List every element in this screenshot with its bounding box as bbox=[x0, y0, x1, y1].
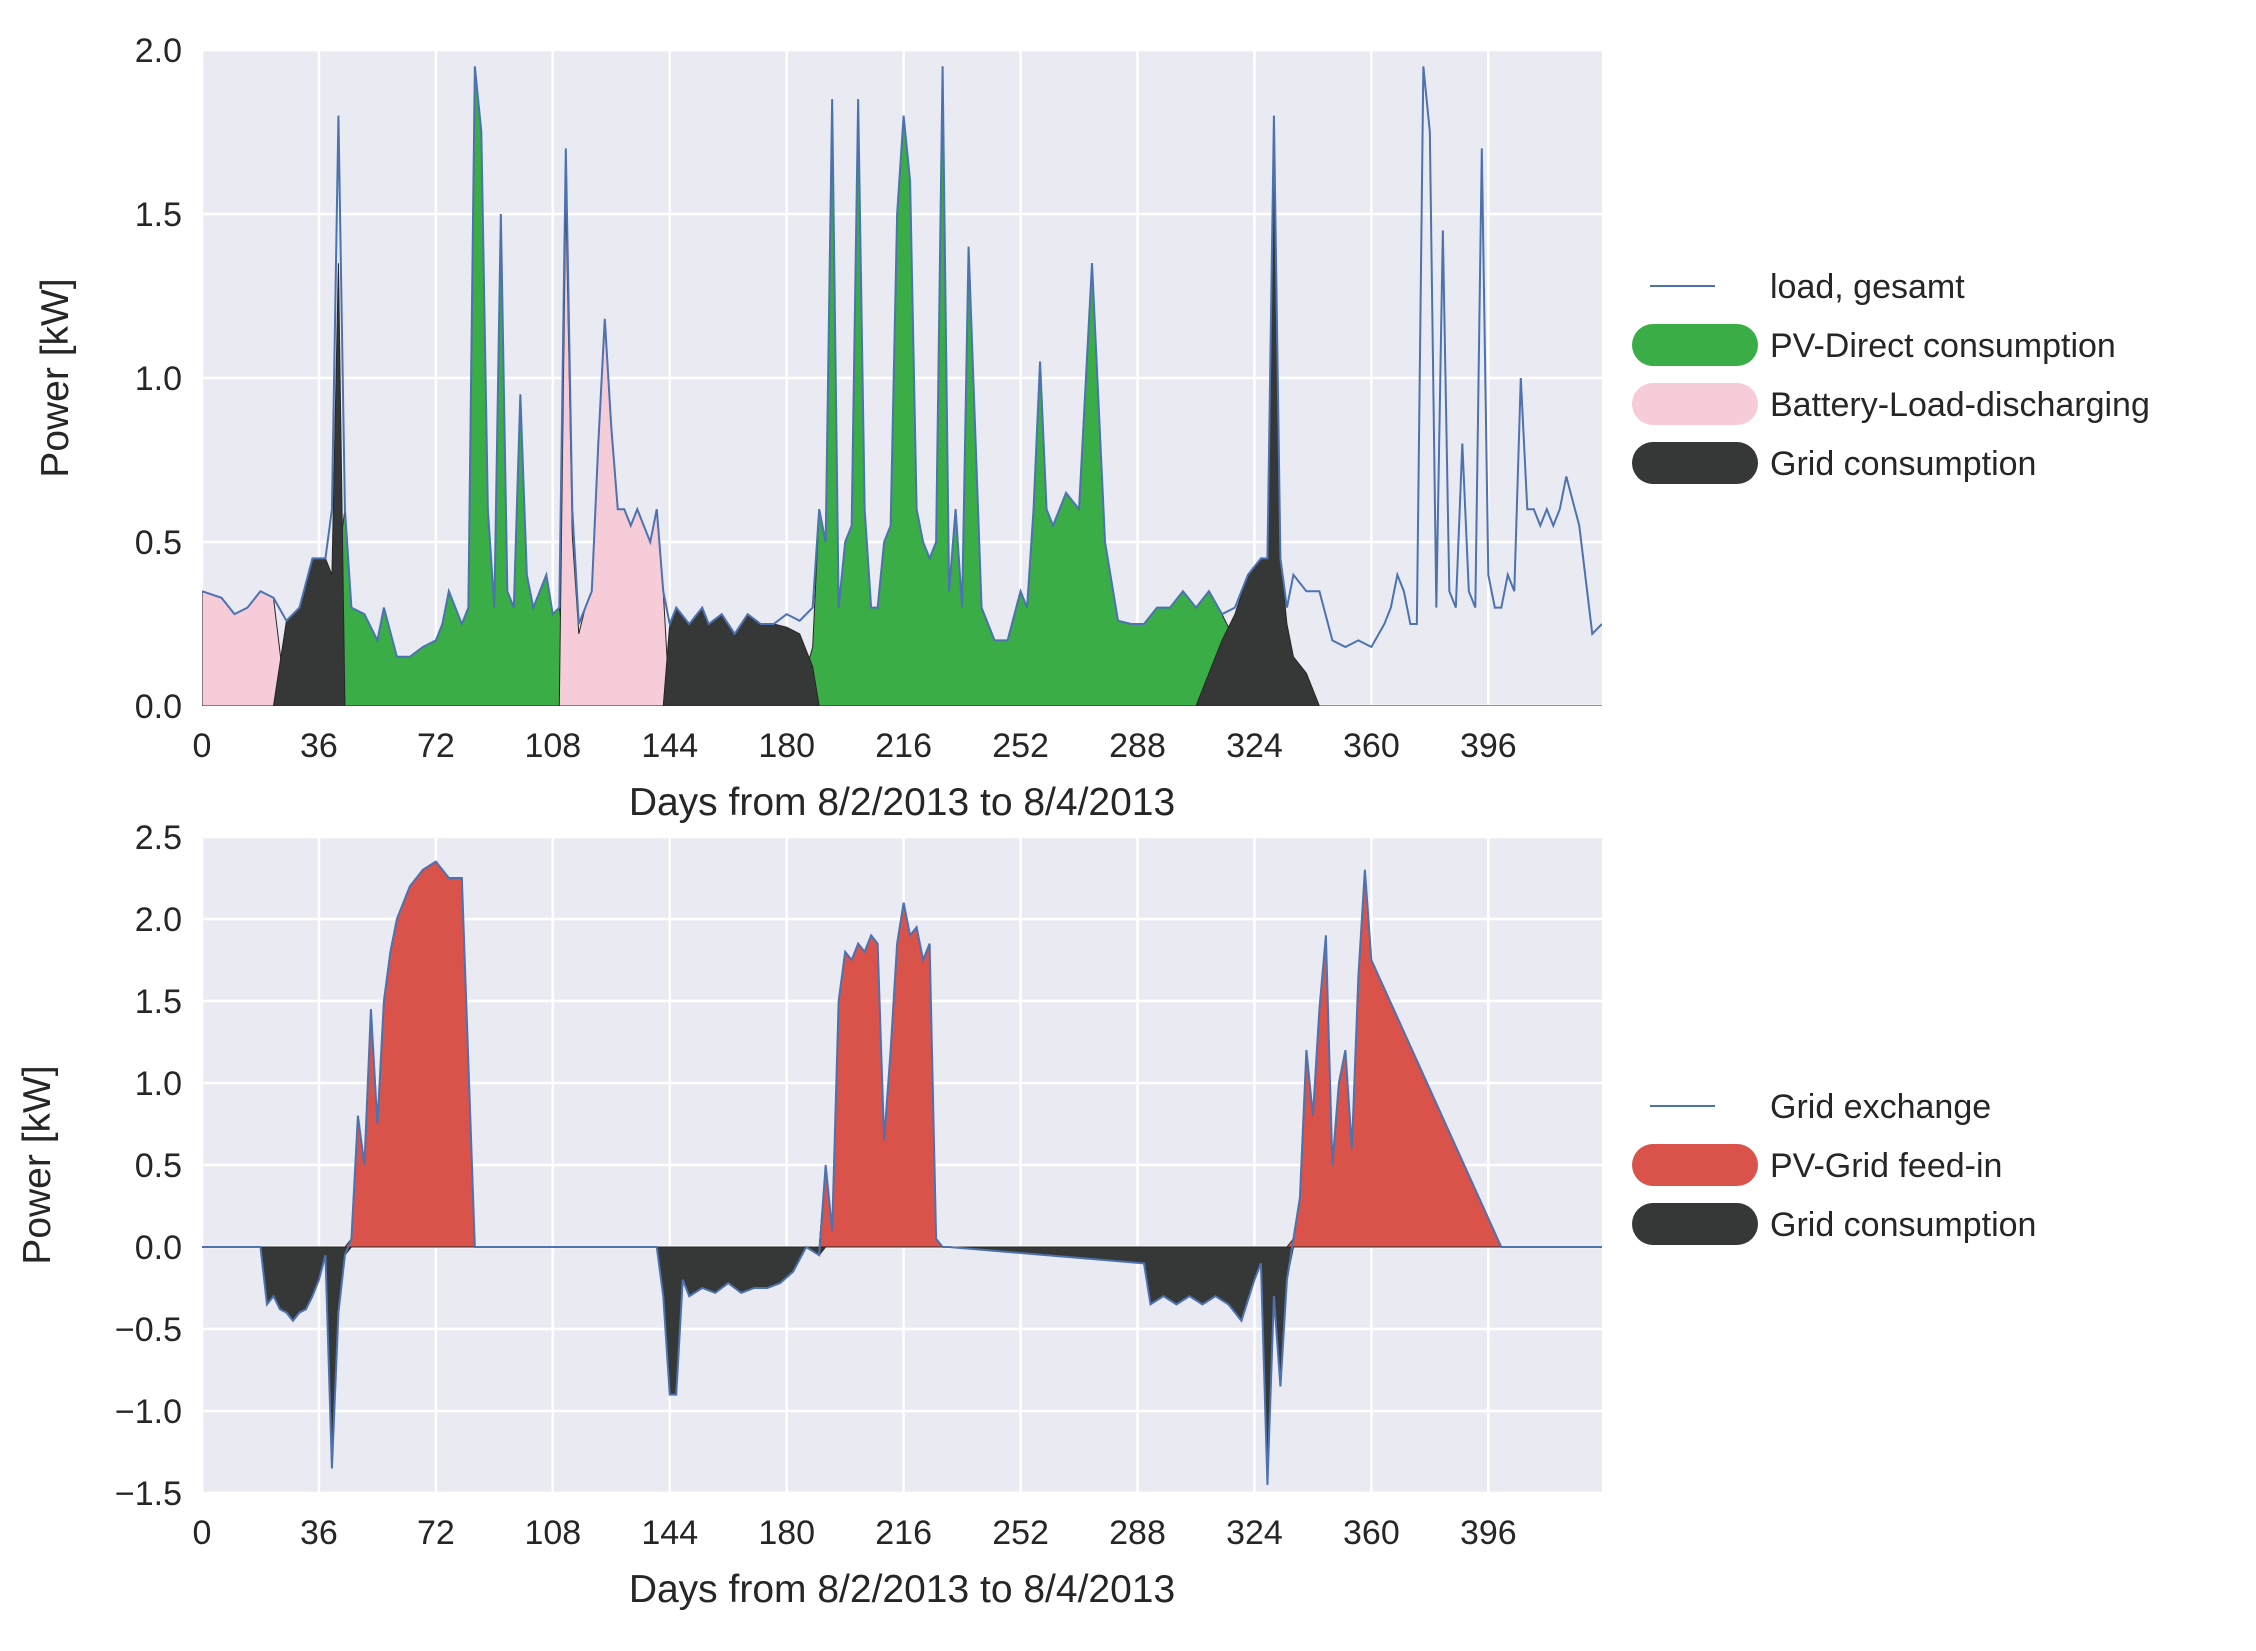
y-tick-label: 2.5 bbox=[135, 819, 182, 857]
legend-swatch bbox=[1632, 1144, 1758, 1186]
y-tick-label: 0.0 bbox=[135, 688, 182, 726]
legend-label: PV-Grid feed-in bbox=[1770, 1147, 2002, 1185]
legend-label: PV-Direct consumption bbox=[1770, 327, 2116, 365]
legend-swatch bbox=[1632, 1203, 1758, 1245]
legend-swatch bbox=[1632, 383, 1758, 425]
x-tick-label: 396 bbox=[1460, 1514, 1517, 1552]
x-tick-label: 36 bbox=[300, 1514, 338, 1552]
x-tick-label: 252 bbox=[992, 727, 1049, 765]
y-tick-label: 2.0 bbox=[135, 901, 182, 939]
y-tick-label: −1.0 bbox=[115, 1393, 182, 1431]
x-tick-label: 360 bbox=[1343, 1514, 1400, 1552]
x-tick-label: 108 bbox=[524, 1514, 581, 1552]
y-tick-label: 1.0 bbox=[135, 360, 182, 398]
x-tick-label: 72 bbox=[417, 1514, 455, 1552]
y-axis-label: Power [kW] bbox=[34, 278, 77, 477]
area-grid-consumption bbox=[202, 131, 1602, 706]
x-tick-label: 216 bbox=[875, 727, 932, 765]
legend: load, gesamt PV-Direct consumption Battery… bbox=[1632, 268, 2150, 484]
x-tick-label: 108 bbox=[524, 727, 581, 765]
legend-swatch bbox=[1632, 324, 1758, 366]
x-tick-label: 360 bbox=[1343, 727, 1400, 765]
x-tick-label: 144 bbox=[641, 727, 698, 765]
legend-label: Grid consumption bbox=[1770, 1206, 2036, 1244]
legend-swatch bbox=[1632, 442, 1758, 484]
y-tick-label: −0.5 bbox=[115, 1311, 182, 1349]
y-tick-label: 1.5 bbox=[135, 983, 182, 1021]
line-load-gesamt bbox=[202, 66, 1602, 658]
legend-label: Battery-Load-discharging bbox=[1770, 386, 2150, 424]
legend-label: Grid exchange bbox=[1770, 1088, 1991, 1126]
x-tick-label: 0 bbox=[193, 727, 212, 765]
x-tick-label: 324 bbox=[1226, 1514, 1283, 1552]
y-tick-label: −1.5 bbox=[115, 1475, 182, 1513]
x-tick-label: 72 bbox=[417, 727, 455, 765]
x-tick-label: 252 bbox=[992, 1514, 1049, 1552]
legend-label: load, gesamt bbox=[1770, 268, 1965, 306]
y-tick-label: 1.5 bbox=[135, 196, 182, 234]
x-tick-label: 216 bbox=[875, 1514, 932, 1552]
y-tick-label: 0.5 bbox=[135, 1147, 182, 1185]
x-tick-label: 396 bbox=[1460, 727, 1517, 765]
y-tick-label: 1.0 bbox=[135, 1065, 182, 1103]
y-tick-label: 2.0 bbox=[135, 32, 182, 70]
y-axis-label: Power [kW] bbox=[16, 1065, 59, 1264]
legend-label: Grid consumption bbox=[1770, 445, 2036, 483]
x-tick-label: 288 bbox=[1109, 1514, 1166, 1552]
legend: Grid exchange PV-Grid feed-in Grid consump… bbox=[1632, 1088, 2036, 1245]
x-tick-label: 0 bbox=[193, 1514, 212, 1552]
y-tick-label: 0.0 bbox=[135, 1229, 182, 1267]
x-tick-label: 180 bbox=[758, 727, 815, 765]
top-power-chart: 0 36 72 108 144 180 216 252 288 324 360 396 0.0 0.5 1.… bbox=[34, 32, 2150, 824]
x-axis-label: Days from 8/2/2013 to 8/4/2013 bbox=[629, 1568, 1175, 1611]
x-tick-label: 180 bbox=[758, 1514, 815, 1552]
bottom-grid-exchange-chart: 0 36 72 108 144 180 216 252 288 324 360 396 −1.5 −1.0… bbox=[16, 819, 2036, 1611]
x-tick-label: 288 bbox=[1109, 727, 1166, 765]
line-grid-exchange bbox=[202, 860, 1602, 1485]
y-tick-label: 0.5 bbox=[135, 524, 182, 562]
x-tick-label: 36 bbox=[300, 727, 338, 765]
x-tick-label: 324 bbox=[1226, 727, 1283, 765]
x-tick-label: 144 bbox=[641, 1514, 698, 1552]
x-axis-label: Days from 8/2/2013 to 8/4/2013 bbox=[629, 781, 1175, 824]
